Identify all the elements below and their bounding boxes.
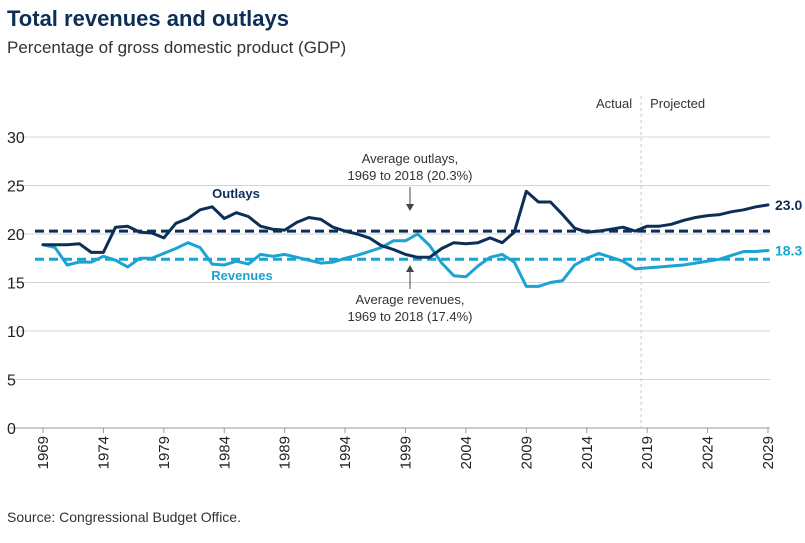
- outlays-average-arrowhead: [406, 204, 414, 211]
- outlays-end-label: 23.0: [775, 197, 802, 213]
- x-tick-label: 1974: [95, 436, 112, 469]
- outlays-average-annotation: Average outlays,: [362, 151, 459, 166]
- chart-subtitle: Percentage of gross domestic product (GD…: [7, 38, 347, 57]
- revenues-average-annotation: Average revenues,: [356, 292, 465, 307]
- y-tick-label: 0: [7, 421, 16, 438]
- average-lines: [35, 229, 770, 261]
- y-axis-ticks: 0 5 10 15 20 25 30: [7, 130, 25, 438]
- x-tick-label: 1979: [156, 436, 173, 469]
- revenues-average-arrowhead: [406, 265, 414, 272]
- x-axis-ticks: 1969 1974 1979 1984 1989 1994 1999 2004 2009 2014…: [35, 428, 777, 469]
- outlays-line: [41, 189, 770, 259]
- revenues-line: [41, 232, 770, 288]
- x-tick-label: 2009: [518, 436, 535, 469]
- x-tick-label: 2019: [639, 436, 656, 469]
- y-tick-label: 5: [7, 373, 16, 390]
- series-lines: [41, 189, 770, 288]
- outlays-average-annotation: 1969 to 2018 (20.3%): [347, 168, 472, 183]
- revenues-average-annotation: 1969 to 2018 (17.4%): [347, 309, 472, 324]
- revenues-end-label: 18.3: [775, 242, 802, 258]
- label-actual: Actual: [596, 96, 632, 111]
- x-tick-label: 1984: [216, 436, 233, 469]
- actual-projected-divider: Actual Projected: [596, 96, 705, 428]
- revenues-series-label: Revenues: [211, 268, 272, 283]
- outlays-series-label: Outlays: [212, 186, 260, 201]
- y-tick-label: 15: [7, 276, 25, 293]
- line-chart: 0 5 10 15 20 25 30 1969 1974 1979 1984 1989 1994 199…: [7, 96, 802, 469]
- chart-title: Total revenues and outlays: [7, 6, 290, 31]
- x-tick-label: 1969: [35, 436, 52, 469]
- chart-labels: Outlays Revenues 23.0 18.3 Average outlays, 1…: [211, 151, 802, 324]
- y-tick-label: 20: [7, 227, 25, 244]
- x-tick-label: 2004: [458, 436, 475, 469]
- x-tick-label: 1989: [277, 436, 294, 469]
- x-tick-label: 2024: [700, 436, 717, 469]
- x-tick-label: 1994: [337, 436, 354, 469]
- y-tick-label: 25: [7, 179, 25, 196]
- source-note: Source: Congressional Budget Office.: [7, 509, 241, 525]
- x-tick-label: 1999: [398, 436, 415, 469]
- x-tick-label: 2029: [760, 436, 777, 469]
- label-projected: Projected: [650, 96, 705, 111]
- gridlines: [10, 136, 770, 429]
- y-tick-label: 30: [7, 130, 25, 147]
- y-tick-label: 10: [7, 324, 25, 341]
- x-tick-label: 2014: [579, 436, 596, 469]
